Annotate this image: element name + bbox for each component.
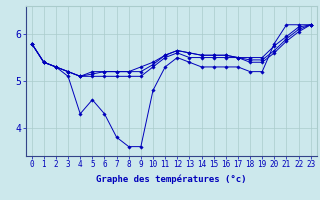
X-axis label: Graphe des températures (°c): Graphe des températures (°c)	[96, 175, 246, 184]
